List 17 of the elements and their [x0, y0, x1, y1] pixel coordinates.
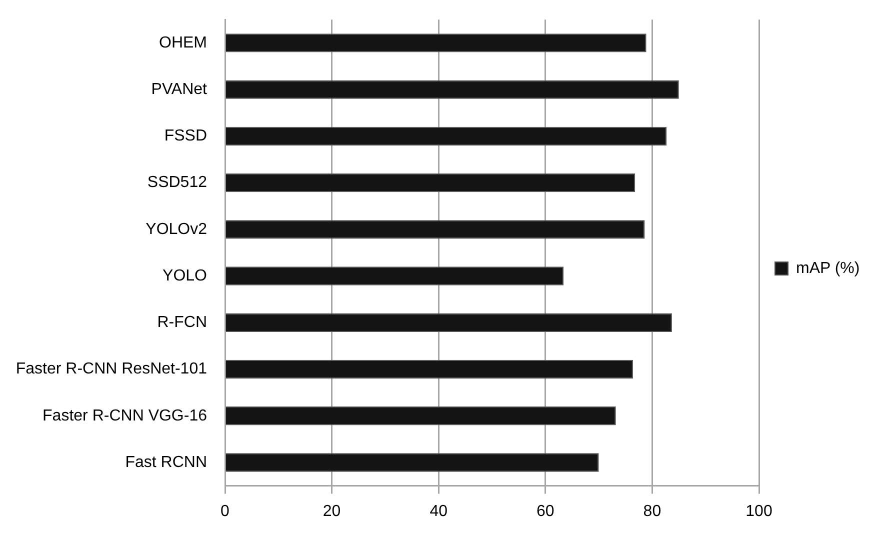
x-tick-label: 40 — [430, 502, 448, 520]
x-tick-label: 60 — [536, 502, 554, 520]
x-tick-label: 80 — [643, 502, 662, 520]
y-tick-label: YOLO — [162, 267, 207, 284]
x-tick-label: 20 — [322, 502, 341, 520]
y-tick-label: Faster R-CNN VGG-16 — [42, 407, 208, 424]
y-tick-label: R-FCN — [157, 314, 207, 332]
y-tick-label: OHEM — [159, 34, 207, 52]
y-tick-label: Faster R-CNN ResNet-101 — [16, 360, 208, 378]
x-tick-label: 100 — [746, 502, 772, 520]
y-tick-label: PVANet — [151, 80, 208, 98]
y-tick-label: FSSD — [164, 128, 207, 145]
y-tick-label: YOLOv2 — [146, 220, 208, 238]
y-tick-label: SSD512 — [147, 174, 208, 192]
y-tick-label: Fast RCNN — [125, 454, 207, 471]
x-tick-label: 0 — [220, 502, 230, 520]
legend-label: mAP (%) — [796, 260, 860, 277]
